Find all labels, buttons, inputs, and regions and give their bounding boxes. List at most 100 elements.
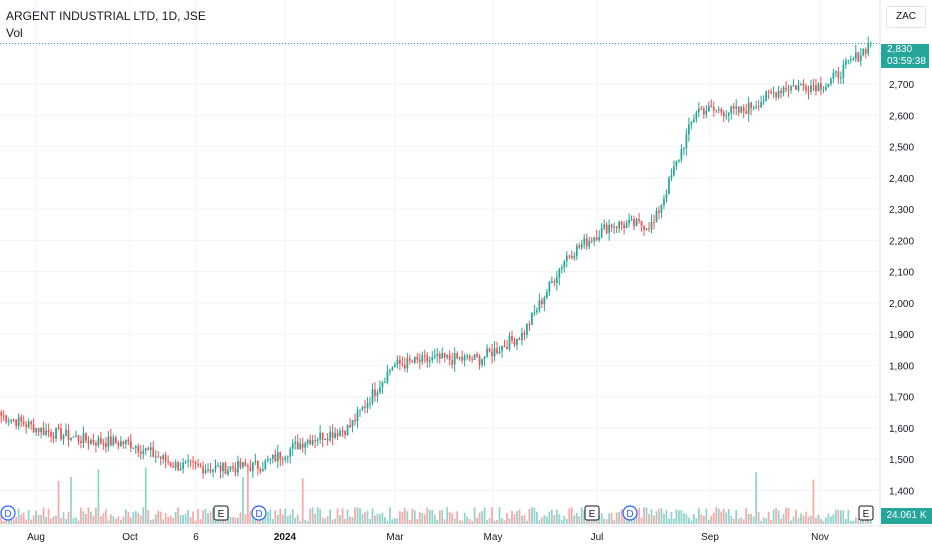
- candle-body: [688, 124, 690, 135]
- candle-body: [189, 460, 192, 462]
- volume-bar: [610, 512, 613, 524]
- dividend-marker[interactable]: D: [251, 505, 267, 521]
- candle-body: [242, 462, 244, 468]
- volume-bar: [162, 519, 165, 524]
- candle-body: [583, 238, 586, 245]
- candle-body: [658, 210, 660, 213]
- candle-body: [291, 443, 294, 449]
- volume-bar: [77, 520, 80, 524]
- volume-bar: [386, 520, 389, 524]
- volume-bar: [356, 507, 359, 524]
- volume-bar: [167, 516, 170, 524]
- volume-bar: [518, 509, 521, 524]
- candle-body: [426, 355, 429, 362]
- candle-body: [389, 369, 391, 372]
- candle-body: [645, 228, 648, 230]
- price-axis[interactable]: 1,400 1,500 1,600 1,700 1,800 1,900 2,000 2,100…: [889, 80, 914, 497]
- volume-bar: [660, 508, 663, 524]
- volume-bar: [521, 515, 523, 524]
- volume-bar: [391, 519, 394, 524]
- candle-body: [294, 442, 297, 444]
- currency-badge[interactable]: ZAC: [886, 6, 926, 28]
- candle-body: [560, 267, 563, 269]
- chart-grid: [0, 0, 880, 526]
- candle-body: [182, 462, 184, 469]
- candle-body: [249, 466, 252, 471]
- volume-bar: [705, 508, 708, 524]
- volume-bar: [32, 515, 35, 524]
- volume-bar: [533, 507, 536, 524]
- volume-bar: [810, 515, 812, 524]
- volume-bar: [276, 514, 279, 524]
- volume-bar: [237, 517, 239, 524]
- volume-bar: [628, 518, 630, 524]
- volume-bar: [112, 515, 115, 524]
- candle-body: [112, 437, 115, 446]
- x-tick-label: Oct: [122, 532, 138, 543]
- volume-bar: [665, 510, 668, 524]
- candle-body: [750, 102, 753, 108]
- earnings-marker[interactable]: E: [858, 505, 874, 521]
- time-axis[interactable]: Aug Oct 6 2024 Mar May Jul Sep Nov: [27, 532, 829, 543]
- candle-body: [765, 91, 767, 101]
- volume-bar: [65, 519, 67, 524]
- volume-bar: [755, 472, 758, 524]
- candle-body: [747, 102, 750, 115]
- dividend-marker[interactable]: D: [622, 505, 638, 521]
- candle-body: [214, 465, 217, 470]
- candle-body: [660, 205, 663, 213]
- candle-body: [396, 359, 399, 365]
- candle-body: [142, 450, 145, 454]
- candle-body: [334, 433, 336, 438]
- volume-bar: [92, 515, 95, 524]
- volume-bar: [441, 509, 444, 524]
- candle-body: [266, 459, 269, 461]
- y-tick-label: 1,400: [889, 486, 914, 497]
- volume-bar: [346, 509, 349, 524]
- volume-bar: [673, 518, 675, 524]
- volume-bar: [526, 520, 528, 524]
- candle-body: [555, 277, 558, 283]
- dividend-marker[interactable]: D: [0, 505, 16, 521]
- volume-bar: [538, 520, 541, 524]
- candle-body: [381, 382, 384, 388]
- candle-body: [60, 428, 62, 440]
- svg-text:E: E: [218, 509, 225, 520]
- earnings-marker[interactable]: E: [213, 505, 229, 521]
- volume-bar: [797, 518, 800, 524]
- volume-bar: [256, 517, 259, 524]
- volume-bar: [269, 509, 272, 524]
- candle-body: [518, 338, 521, 341]
- volume-bar: [359, 508, 361, 524]
- candle-body: [678, 159, 680, 161]
- volume-bar: [47, 508, 50, 524]
- volume-bar: [548, 511, 551, 524]
- candle-body: [810, 85, 812, 92]
- volume-bar: [95, 507, 97, 524]
- volume-bar: [149, 519, 152, 524]
- volume-bar: [239, 512, 242, 524]
- volume-bar: [707, 519, 710, 524]
- volume-bar: [331, 519, 334, 524]
- volume-bar: [306, 520, 309, 524]
- volume-bar: [772, 509, 775, 524]
- candle-body: [289, 448, 292, 457]
- candle-body: [264, 460, 267, 470]
- candle-body: [85, 433, 87, 441]
- volume-bar: [184, 513, 187, 524]
- candle-body: [451, 359, 454, 365]
- volume-bar: [700, 514, 703, 524]
- candle-body: [820, 83, 822, 90]
- candle-body: [737, 106, 740, 113]
- earnings-marker[interactable]: E: [584, 505, 600, 521]
- candle-body: [147, 448, 150, 451]
- volume-bar: [15, 516, 18, 524]
- candle-body: [740, 107, 743, 113]
- volume-bar: [329, 509, 331, 524]
- candle-body: [92, 439, 95, 443]
- candle-body: [87, 440, 90, 444]
- candle-body: [655, 210, 658, 222]
- candle-body: [35, 427, 37, 433]
- candle-body: [453, 353, 456, 365]
